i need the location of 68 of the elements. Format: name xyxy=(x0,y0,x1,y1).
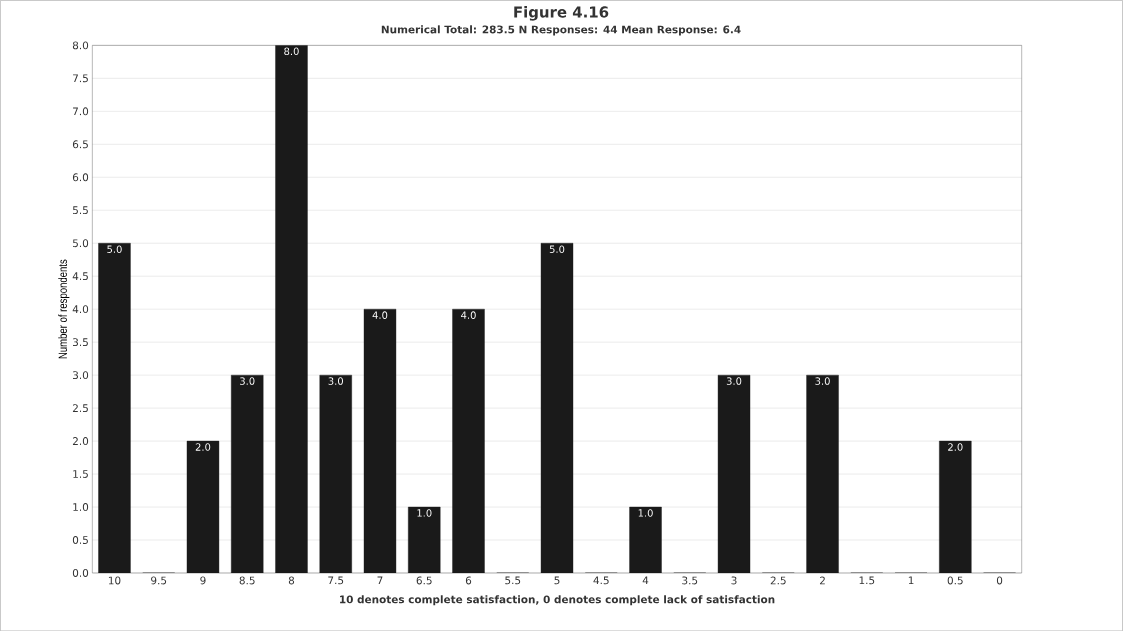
data-label: 3.0 xyxy=(328,377,343,385)
x-tick-label: 3.5 xyxy=(682,576,698,585)
x-tick-label: 6.5 xyxy=(416,576,432,585)
y-tick-label: 6.0 xyxy=(72,173,89,182)
x-tick-label: 5.5 xyxy=(505,576,521,585)
chart-title: Figure 4.16 xyxy=(514,5,609,21)
x-tick-label: 7 xyxy=(377,576,383,584)
x-tick-label: 1.5 xyxy=(859,576,875,585)
chart-subtitle: Numerical Total: 283.5 N Responses: 44 Mean Response: 6.4 xyxy=(381,25,741,36)
x-tick-label: 7.5 xyxy=(328,576,344,585)
bar xyxy=(629,506,662,573)
y-tick-label: 4.0 xyxy=(72,305,89,313)
y-tick-label: 3.5 xyxy=(72,338,88,346)
x-axis-title: 10 denotes complete satisfaction, 0 denotes complete lack of satisfaction xyxy=(340,595,775,606)
bar xyxy=(275,45,308,573)
x-tick-label: 10 xyxy=(108,576,121,585)
x-tick-label: 8.5 xyxy=(239,576,255,585)
data-label: 5.0 xyxy=(107,245,122,253)
data-label: 3.0 xyxy=(815,377,830,385)
y-tick-label: 0.5 xyxy=(72,535,88,544)
data-label: 4.0 xyxy=(461,311,476,319)
y-tick-label: 7.5 xyxy=(73,74,88,83)
y-tick-label: 7.0 xyxy=(73,107,89,116)
bar xyxy=(319,374,352,573)
y-tick-label: 2.0 xyxy=(72,436,89,445)
x-tick-label: 4.5 xyxy=(593,576,609,585)
y-tick-label: 1.0 xyxy=(73,502,89,511)
x-tick-label: 9 xyxy=(200,576,206,585)
x-tick-label: 2.5 xyxy=(770,576,786,585)
data-label: 3.0 xyxy=(240,377,255,385)
bar xyxy=(717,374,751,573)
x-tick-label: 8 xyxy=(288,576,295,585)
data-label: 8.0 xyxy=(284,47,299,55)
data-label: 1.0 xyxy=(638,509,653,517)
y-tick-label: 2.5 xyxy=(72,403,88,412)
data-label: 5.0 xyxy=(549,245,565,253)
data-label: 3.0 xyxy=(726,377,742,385)
y-tick-label: 6.5 xyxy=(72,140,88,149)
bar xyxy=(939,440,972,573)
data-label: 2.0 xyxy=(948,443,963,451)
bar xyxy=(231,374,264,573)
x-tick-label: 9.5 xyxy=(151,576,167,585)
data-label: 2.0 xyxy=(195,443,211,451)
x-tick-label: 5 xyxy=(554,576,560,585)
bar xyxy=(363,308,397,573)
y-tick-label: 8.0 xyxy=(72,41,89,50)
x-tick-label: 1 xyxy=(908,576,914,584)
y-tick-label: 5.0 xyxy=(73,239,89,247)
x-tick-label: 3 xyxy=(731,576,737,585)
y-axis-title: Number of respondents xyxy=(58,259,70,359)
data-label: 1.0 xyxy=(417,509,432,517)
y-tick-label: 3.0 xyxy=(72,371,89,379)
y-tick-label: 5.5 xyxy=(73,206,88,214)
x-tick-label: 4 xyxy=(642,576,649,584)
bar xyxy=(186,440,220,573)
data-label: 4.0 xyxy=(372,311,388,319)
x-tick-label: 0.5 xyxy=(947,576,963,585)
x-tick-label: 0 xyxy=(996,576,1003,585)
x-tick-label: 2 xyxy=(819,576,825,585)
bar xyxy=(98,242,131,573)
y-tick-label: 1.5 xyxy=(73,470,88,478)
bar xyxy=(452,308,485,573)
bar xyxy=(540,242,574,573)
y-tick-label: 0.0 xyxy=(72,568,89,577)
bar xyxy=(806,374,839,573)
y-tick-label: 4.5 xyxy=(72,272,88,280)
bar xyxy=(408,506,441,573)
x-tick-label: 6 xyxy=(465,576,472,585)
